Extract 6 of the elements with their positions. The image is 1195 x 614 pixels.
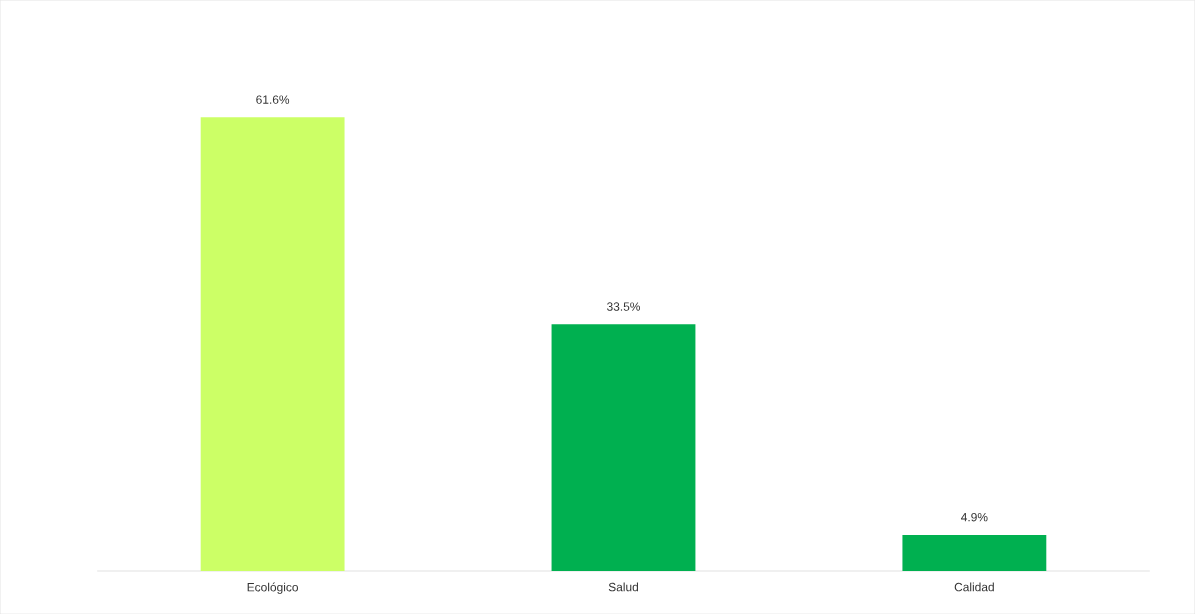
- x-tick-label: Calidad: [954, 582, 994, 592]
- data-label: 61.6%: [256, 95, 290, 104]
- data-label: 33.5%: [607, 302, 640, 311]
- x-tick-label: Ecológico: [247, 582, 298, 594]
- x-tick-label: Salud: [608, 582, 638, 592]
- data-label: 4.9%: [961, 512, 988, 522]
